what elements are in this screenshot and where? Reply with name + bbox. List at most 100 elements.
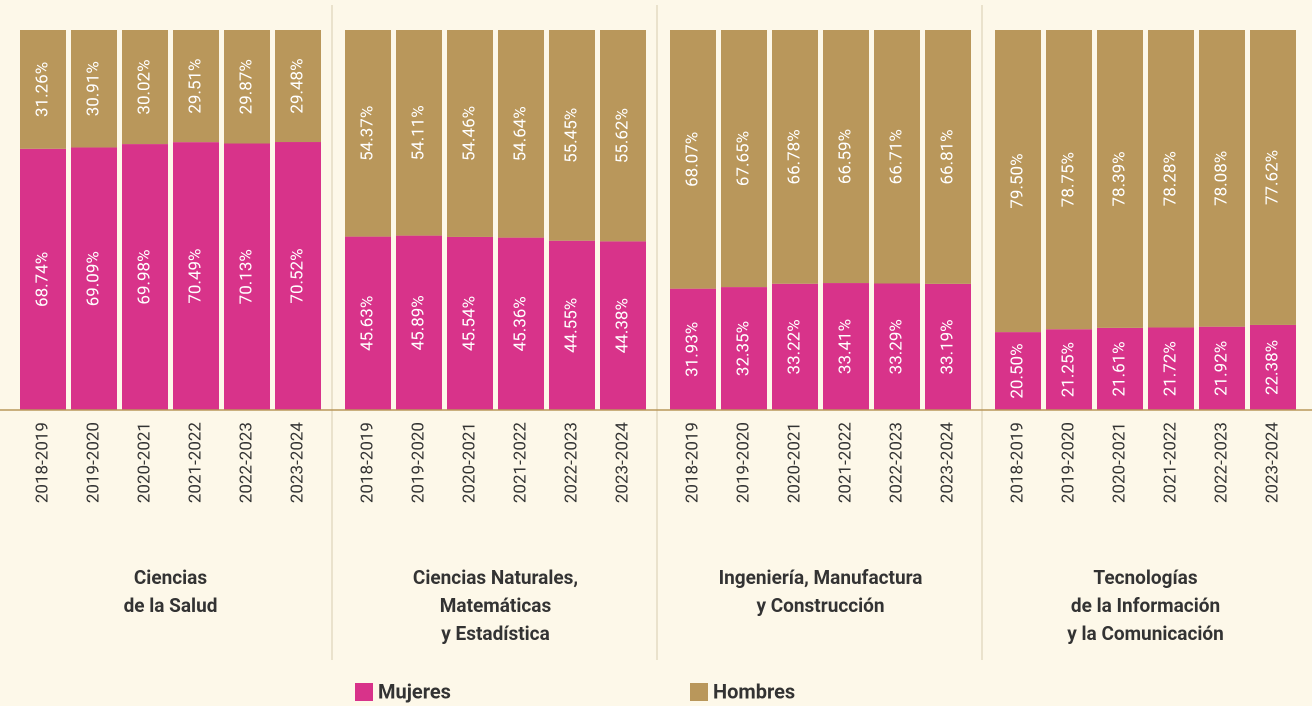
bar-segment — [1148, 30, 1194, 328]
bar-segment — [1199, 30, 1245, 327]
value-label: 44.55% — [561, 298, 581, 353]
value-label: 55.45% — [561, 108, 581, 163]
group-label: de la Información — [1071, 594, 1220, 617]
bar-segment — [1046, 30, 1092, 330]
bar-segment — [224, 30, 270, 144]
group-label: Tecnologías — [1093, 566, 1197, 589]
bar-segment — [275, 30, 321, 143]
bar-segment — [498, 30, 544, 238]
value-label: 69.09% — [83, 251, 103, 306]
x-tick-label: 2019-2020 — [408, 422, 428, 503]
bar-segment — [772, 283, 818, 410]
bar-segment — [549, 30, 595, 241]
bar-segment — [874, 30, 920, 284]
bar-segment — [1046, 329, 1092, 410]
bar-segment — [925, 30, 971, 284]
bar-segment — [670, 288, 716, 410]
bar-segment — [600, 241, 646, 410]
value-label: 67.65% — [733, 131, 753, 186]
bar-segment — [498, 237, 544, 410]
group-label: y Estadística — [441, 622, 550, 645]
x-tick-label: 2022-2023 — [236, 422, 256, 503]
x-tick-label: 2019-2020 — [83, 422, 103, 503]
bar-segment — [122, 30, 168, 145]
legend-label: Mujeres — [378, 679, 451, 703]
value-label: 54.46% — [459, 106, 479, 161]
legend-swatch — [355, 683, 373, 701]
value-label: 21.25% — [1058, 342, 1078, 397]
value-label: 66.81% — [937, 129, 957, 184]
x-tick-label: 2018-2019 — [682, 422, 702, 503]
bar-segment — [275, 142, 321, 411]
value-label: 78.08% — [1211, 151, 1231, 206]
value-label: 29.51% — [185, 58, 205, 113]
bar-segment — [1199, 326, 1245, 410]
x-tick-label: 2021-2022 — [835, 422, 855, 503]
value-label: 70.52% — [287, 248, 307, 303]
x-tick-label: 2021-2022 — [185, 422, 205, 503]
value-label: 30.02% — [134, 59, 154, 114]
bar-segment — [1250, 30, 1296, 325]
bar-segment — [925, 283, 971, 410]
value-label: 45.63% — [357, 296, 377, 351]
value-label: 70.13% — [236, 249, 256, 304]
group-label: Ciencias Naturales, — [413, 566, 578, 589]
x-tick-label: 2022-2023 — [1211, 422, 1231, 503]
value-label: 33.22% — [784, 319, 804, 374]
x-tick-label: 2023-2024 — [937, 422, 957, 504]
x-tick-label: 2021-2022 — [510, 422, 530, 503]
bar-segment — [995, 30, 1041, 333]
value-label: 69.98% — [134, 249, 154, 304]
bar-segment — [1097, 30, 1143, 328]
x-tick-label: 2019-2020 — [1058, 422, 1078, 503]
bar-segment — [173, 30, 219, 143]
bar-segment — [600, 30, 646, 242]
value-label: 78.28% — [1160, 151, 1180, 206]
bar-segment — [670, 30, 716, 289]
bar-segment — [995, 332, 1041, 410]
value-label: 29.48% — [287, 58, 307, 113]
x-tick-label: 2022-2023 — [561, 422, 581, 503]
x-tick-label: 2018-2019 — [357, 422, 377, 503]
legend-swatch — [690, 683, 708, 701]
x-tick-label: 2018-2019 — [1007, 422, 1027, 503]
value-label: 21.72% — [1160, 341, 1180, 396]
x-tick-label: 2023-2024 — [612, 422, 632, 504]
bar-segment — [71, 30, 117, 148]
group-label: de la Salud — [124, 594, 218, 617]
bar-segment — [823, 30, 869, 284]
bar-segment — [823, 283, 869, 410]
bar-segment — [549, 240, 595, 410]
bar-segment — [721, 30, 767, 288]
value-label: 54.64% — [510, 106, 530, 161]
group-label: y Construcción — [756, 594, 884, 617]
group-label: y la Comunicación — [1067, 622, 1224, 645]
value-label: 45.54% — [459, 296, 479, 351]
bar-segment — [396, 235, 442, 410]
bar-segment — [447, 236, 493, 410]
bar-segment — [224, 143, 270, 411]
group-label: Ciencias — [134, 566, 207, 589]
value-label: 68.07% — [682, 132, 702, 187]
value-label: 33.41% — [835, 319, 855, 374]
value-label: 55.62% — [612, 108, 632, 163]
bar-segment — [345, 236, 391, 410]
bar-segment — [71, 147, 117, 410]
value-label: 66.59% — [835, 129, 855, 184]
x-tick-label: 2018-2019 — [32, 422, 52, 503]
value-label: 21.92% — [1211, 341, 1231, 396]
bar-segment — [447, 30, 493, 237]
x-tick-label: 2019-2020 — [733, 422, 753, 503]
bar-segment — [345, 30, 391, 237]
value-label: 30.91% — [83, 61, 103, 116]
group-label: Matemáticas — [440, 594, 552, 617]
value-label: 22.38% — [1262, 340, 1282, 395]
bar-segment — [1097, 327, 1143, 410]
bar-segment — [772, 30, 818, 284]
bar-segment — [20, 30, 66, 149]
value-label: 66.78% — [784, 129, 804, 184]
bar-segment — [721, 287, 767, 410]
value-label: 29.87% — [236, 59, 256, 114]
value-label: 45.36% — [510, 296, 530, 351]
